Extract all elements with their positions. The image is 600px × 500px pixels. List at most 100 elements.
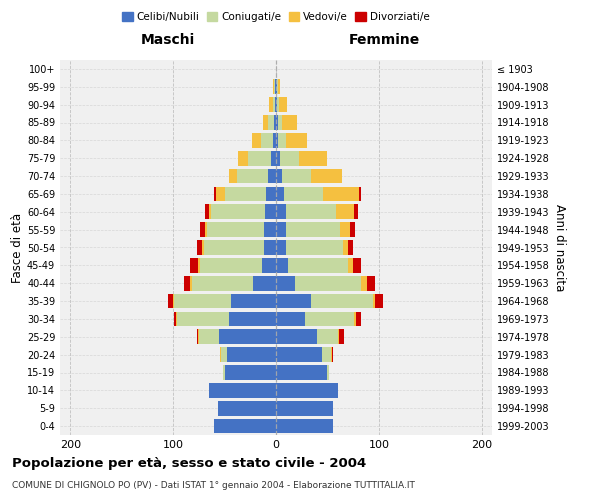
Y-axis label: Fasce di età: Fasce di età	[11, 212, 24, 282]
Bar	[190, 276, 191, 290]
Bar	[276, 312, 305, 326]
Bar	[168, 294, 173, 308]
Bar	[223, 365, 224, 380]
Bar	[184, 276, 190, 290]
Bar	[348, 258, 353, 272]
Bar	[227, 348, 276, 362]
Bar	[282, 115, 296, 130]
Bar	[276, 348, 322, 362]
Bar	[229, 312, 276, 326]
Bar	[335, 204, 354, 219]
Bar	[276, 186, 284, 201]
Bar	[276, 115, 278, 130]
Text: Maschi: Maschi	[141, 34, 195, 48]
Bar	[339, 330, 344, 344]
Bar	[276, 419, 332, 434]
Bar	[266, 186, 276, 201]
Bar	[276, 258, 289, 272]
Bar	[276, 401, 332, 415]
Bar	[359, 186, 361, 201]
Bar	[276, 383, 338, 398]
Bar	[217, 186, 224, 201]
Bar	[268, 168, 276, 184]
Bar	[174, 294, 231, 308]
Bar	[220, 330, 276, 344]
Bar	[273, 98, 275, 112]
Bar	[263, 115, 268, 130]
Bar	[274, 80, 275, 94]
Bar	[375, 294, 383, 308]
Bar	[286, 204, 335, 219]
Bar	[277, 98, 279, 112]
Bar	[224, 365, 276, 380]
Bar	[197, 330, 198, 344]
Bar	[205, 204, 209, 219]
Bar	[356, 312, 361, 326]
Bar	[311, 294, 373, 308]
Bar	[276, 204, 286, 219]
Bar	[276, 276, 295, 290]
Bar	[204, 240, 263, 255]
Bar	[263, 240, 276, 255]
Bar	[322, 348, 331, 362]
Bar	[200, 222, 205, 237]
Bar	[276, 330, 317, 344]
Bar	[276, 133, 278, 148]
Bar	[207, 222, 263, 237]
Bar	[278, 133, 286, 148]
Bar	[248, 151, 271, 166]
Bar	[190, 258, 198, 272]
Bar	[338, 330, 339, 344]
Bar	[278, 115, 282, 130]
Bar	[273, 133, 276, 148]
Bar	[205, 222, 207, 237]
Text: Femmine: Femmine	[349, 34, 419, 48]
Bar	[200, 258, 262, 272]
Bar	[289, 258, 348, 272]
Bar	[277, 80, 278, 94]
Bar	[265, 204, 276, 219]
Bar	[214, 419, 276, 434]
Bar	[276, 168, 282, 184]
Bar	[331, 348, 332, 362]
Bar	[177, 312, 229, 326]
Bar	[280, 151, 299, 166]
Bar	[229, 168, 237, 184]
Bar	[295, 276, 361, 290]
Bar	[343, 240, 348, 255]
Bar	[354, 312, 356, 326]
Bar	[299, 151, 328, 166]
Bar	[276, 80, 277, 94]
Bar	[274, 115, 276, 130]
Bar	[197, 240, 202, 255]
Bar	[209, 204, 211, 219]
Bar	[282, 168, 311, 184]
Bar	[202, 240, 204, 255]
Bar	[286, 240, 343, 255]
Bar	[361, 276, 367, 290]
Bar	[353, 258, 361, 272]
Bar	[273, 80, 274, 94]
Bar	[191, 276, 253, 290]
Bar	[323, 186, 359, 201]
Bar	[278, 80, 280, 94]
Bar	[328, 365, 329, 380]
Bar	[286, 133, 307, 148]
Bar	[284, 186, 323, 201]
Bar	[271, 151, 276, 166]
Bar	[209, 383, 276, 398]
Bar	[221, 348, 227, 362]
Bar	[220, 348, 221, 362]
Bar	[275, 80, 276, 94]
Bar	[173, 294, 174, 308]
Bar	[268, 115, 274, 130]
Bar	[367, 276, 375, 290]
Bar	[340, 222, 350, 237]
Bar	[253, 276, 276, 290]
Bar	[275, 98, 276, 112]
Bar	[231, 294, 276, 308]
Bar	[269, 98, 273, 112]
Bar	[174, 312, 176, 326]
Bar	[276, 294, 311, 308]
Bar	[260, 133, 273, 148]
